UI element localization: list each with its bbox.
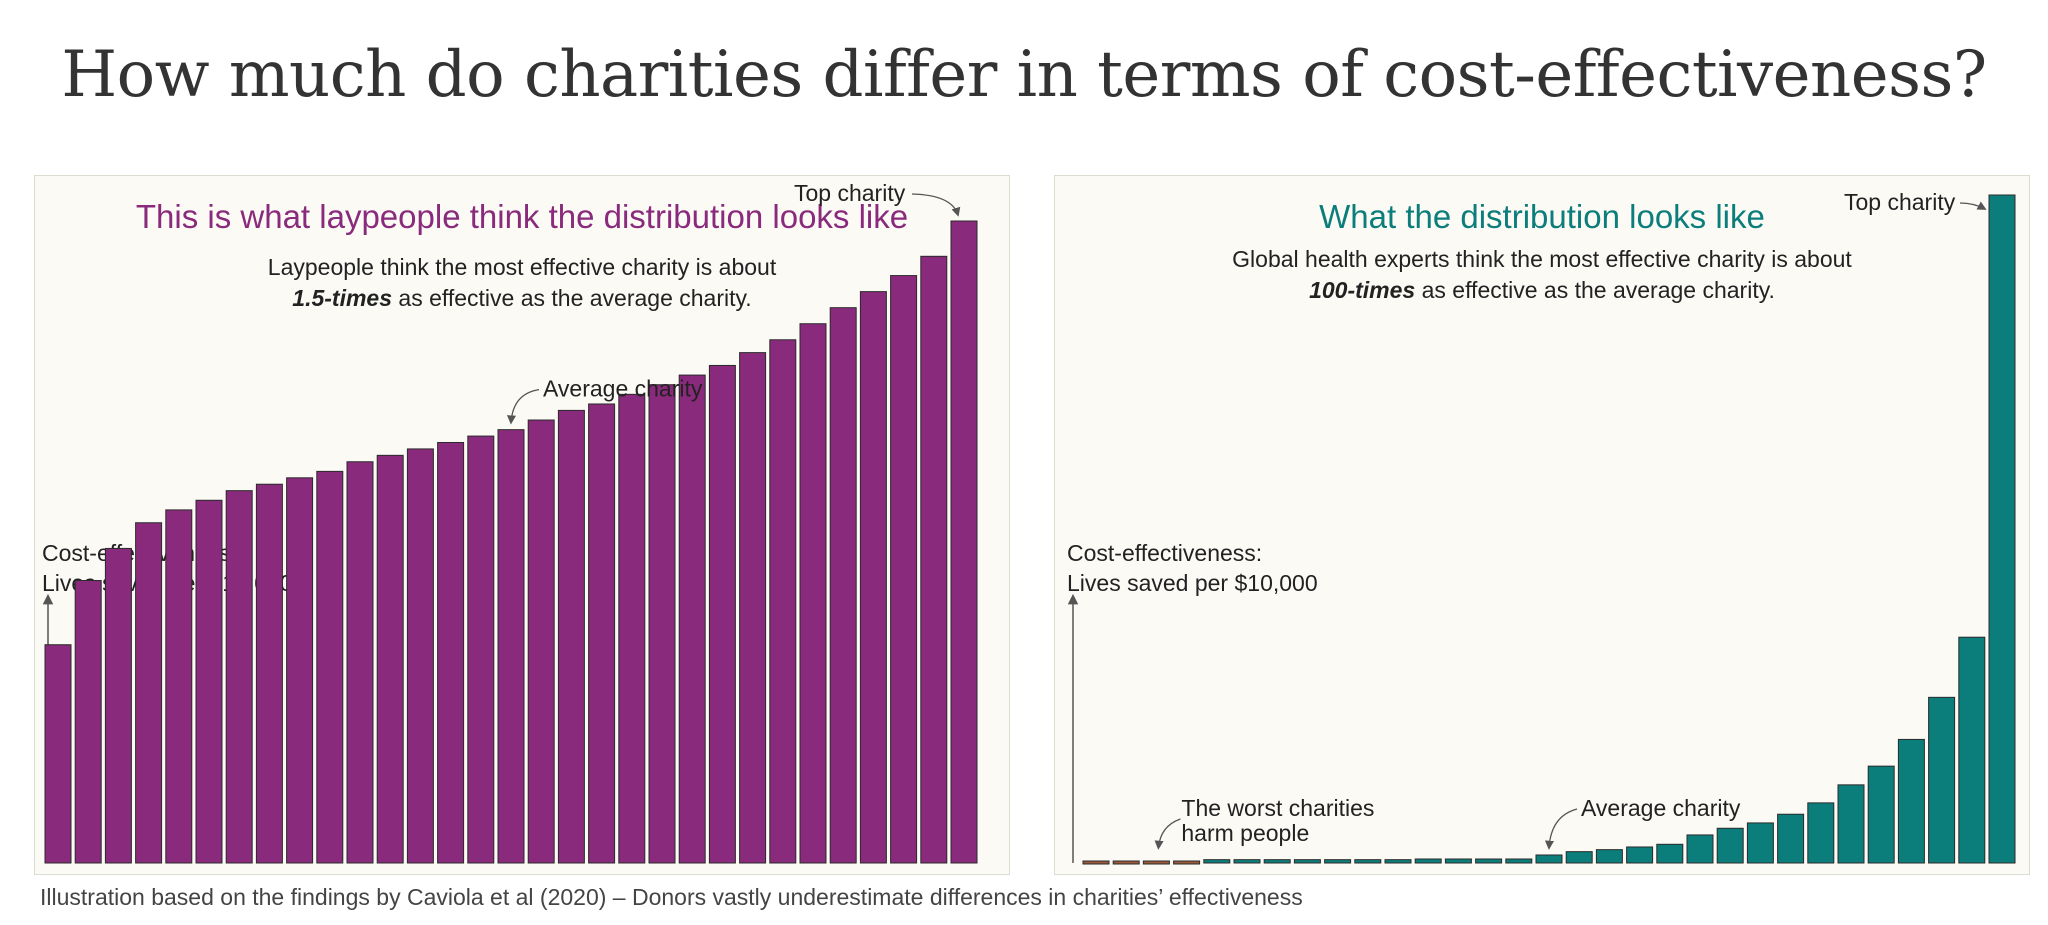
bar — [1535, 854, 1563, 864]
subtitle-line1: Global health experts think the most eff… — [1232, 246, 1852, 272]
subtitle-laypeople: Laypeople think the most effective chari… — [35, 252, 1009, 314]
annotation-worst-charities-line-1: The worst charities — [1181, 795, 1374, 821]
annotation-worst-charities-line-2: harm people — [1181, 820, 1309, 846]
panel-title-experts: What the distribution looks like — [1319, 198, 1765, 235]
bar — [1142, 860, 1170, 865]
bar — [467, 435, 495, 864]
bar — [225, 490, 253, 864]
bar — [286, 477, 314, 864]
bar — [1807, 802, 1835, 864]
bar — [859, 291, 887, 864]
panel-experts: What the distribution looks like Global … — [1054, 175, 2030, 875]
subtitle-experts: Global health experts think the most eff… — [1055, 244, 2029, 306]
bar — [527, 419, 555, 864]
annotation-average-charity: Average charity — [543, 376, 703, 402]
bar — [1897, 738, 1925, 864]
bar — [1958, 636, 1986, 864]
bar — [829, 307, 857, 864]
chart-experts: Cost-effectiveness: Lives saved per $10,0… — [1067, 189, 2016, 865]
arrow-worst-charities — [1154, 818, 1181, 850]
bar — [588, 403, 616, 864]
panel-title-laypeople: This is what laypeople think the distrib… — [135, 198, 909, 235]
bar — [255, 483, 283, 864]
bar — [1988, 194, 2016, 864]
bar — [1444, 858, 1472, 864]
bar — [316, 470, 344, 864]
main-title: How much do charities differ in terms of… — [61, 38, 1987, 112]
bar — [1384, 859, 1412, 864]
bar — [1686, 834, 1714, 864]
subtitle-rest: as effective as the average charity. — [1415, 277, 1775, 303]
panel-laypeople: This is what laypeople think the distrib… — [34, 175, 1010, 875]
bar — [1565, 851, 1593, 864]
bar — [1414, 858, 1442, 864]
bar — [708, 364, 736, 864]
bar — [346, 461, 374, 864]
bar — [618, 393, 646, 864]
bar — [557, 409, 585, 864]
arrow-top-charity — [911, 193, 961, 217]
y-axis-label-line-1: Cost-effectiveness: — [1067, 540, 1262, 566]
bar — [890, 275, 918, 864]
bar — [739, 352, 767, 864]
bar — [1867, 765, 1895, 864]
annotation-top-charity: Top charity — [1844, 189, 1956, 215]
bar — [1263, 859, 1291, 864]
bar — [920, 255, 948, 864]
bar — [769, 339, 797, 864]
bar — [1324, 859, 1352, 864]
bar — [165, 509, 193, 864]
annotation-top-charity: Top charity — [794, 180, 906, 206]
bar — [376, 454, 404, 864]
bar — [1293, 859, 1321, 864]
subtitle-rest: as effective as the average charity. — [392, 285, 752, 311]
bar — [1112, 860, 1140, 865]
bar — [1082, 860, 1110, 865]
arrow-average-charity — [506, 389, 540, 425]
bar — [1173, 860, 1201, 865]
bar — [1233, 859, 1261, 864]
caption: Illustration based on the findings by Ca… — [40, 884, 1303, 910]
bar — [1475, 858, 1503, 864]
bar — [1716, 827, 1744, 864]
bar — [104, 547, 132, 864]
annotation-average-charity: Average charity — [1581, 795, 1741, 821]
chart-laypeople: Cost-effectiveness:Lives saved per $10,0… — [42, 180, 978, 864]
bar — [437, 441, 465, 864]
bar — [1928, 696, 1956, 864]
bar — [44, 644, 72, 864]
arrow-average-charity — [1544, 808, 1578, 850]
bar — [950, 220, 978, 864]
bar — [135, 522, 163, 864]
bar — [195, 499, 223, 864]
arrow-top-charity — [1959, 201, 1987, 210]
bar — [1656, 843, 1684, 864]
subtitle-emphasis: 100-times — [1309, 277, 1416, 303]
subtitle-emphasis: 1.5-times — [292, 285, 393, 311]
bar — [648, 384, 676, 864]
bar — [1354, 859, 1382, 864]
bar — [678, 374, 706, 864]
bar — [1595, 849, 1623, 864]
bar — [1777, 813, 1805, 864]
bar — [1505, 858, 1533, 864]
bar — [1626, 846, 1654, 864]
y-axis-label-line-2: Lives saved per $10,000 — [1067, 570, 1318, 596]
bar — [406, 448, 434, 864]
bar — [1203, 859, 1231, 864]
bar — [799, 323, 827, 864]
bar — [1746, 822, 1774, 864]
subtitle-line1: Laypeople think the most effective chari… — [267, 254, 777, 280]
bar — [74, 580, 102, 864]
bar — [1837, 784, 1865, 864]
bar — [497, 429, 525, 864]
